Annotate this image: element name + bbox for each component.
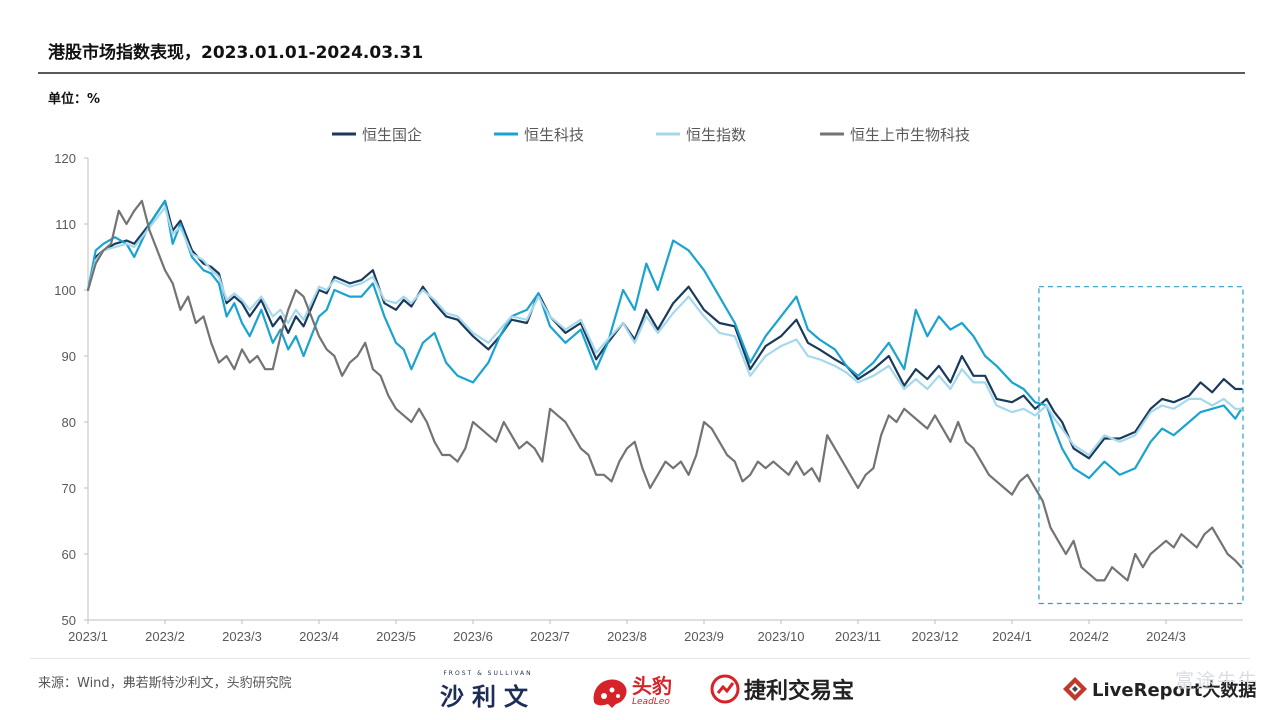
x-tick-label: 2024/2 <box>1069 629 1109 644</box>
y-tick-label: 70 <box>62 481 76 496</box>
source-note: 来源：Wind，弗若斯特沙利文，头豹研究院 <box>38 676 292 691</box>
leadleo-en: LeadLeo <box>632 697 670 707</box>
jieli-logo: 捷利交易宝 <box>710 673 854 705</box>
y-tick-label: 80 <box>62 415 76 430</box>
highlight-box <box>1038 286 1244 605</box>
unit-label: 单位：% <box>48 92 101 107</box>
x-tick-label: 2023/8 <box>607 629 647 644</box>
legend-label: 恒生指数 <box>686 126 746 144</box>
legend-label: 恒生国企 <box>362 126 422 144</box>
x-tick-label: 2023/6 <box>453 629 493 644</box>
x-tick-label: 2024/1 <box>992 629 1032 644</box>
legend-label: 恒生科技 <box>524 126 584 144</box>
x-tick-label: 2024/3 <box>1146 629 1186 644</box>
frost-sullivan-cn: 沙利文 <box>440 682 536 711</box>
x-tick-label: 2023/12 <box>912 629 959 644</box>
frost-sullivan-logo: FROST & SULLIVAN 沙利文 <box>440 670 536 712</box>
livereport-text: LiveReport大数据 <box>1092 676 1256 702</box>
leopard-icon <box>593 679 627 708</box>
x-tick-label: 2023/10 <box>758 629 805 644</box>
livereport-en: LiveReport <box>1092 680 1203 701</box>
x-tick-label: 2023/3 <box>222 629 262 644</box>
leadleo-logo: 头豹 LeadLeo <box>590 672 672 710</box>
y-tick-label: 50 <box>62 613 76 628</box>
x-tick-label: 2023/7 <box>530 629 570 644</box>
series-line <box>86 206 1243 457</box>
jieli-cn: 捷利交易宝 <box>744 679 855 704</box>
x-tick-label: 2023/2 <box>145 629 185 644</box>
footer-divider <box>30 658 1250 659</box>
y-tick-label: 120 <box>54 151 76 166</box>
livereport-cn: 大数据 <box>1202 680 1257 701</box>
y-tick-label: 100 <box>54 283 76 298</box>
legend-label: 恒生上市生物科技 <box>850 126 970 144</box>
leadleo-cn: 头豹 <box>632 674 672 698</box>
series-line <box>86 199 1243 460</box>
livereport-logo: LiveReport大数据 <box>1062 676 1256 702</box>
chart-title: 港股市场指数表现，2023.01.01-2024.03.31 <box>48 43 424 63</box>
x-tick-label: 2023/5 <box>376 629 416 644</box>
futu-watermark: 富途牛牛 <box>1175 670 1260 692</box>
jieli-mark-icon <box>710 674 740 704</box>
series-line <box>86 199 1243 480</box>
title-divider <box>38 72 1245 74</box>
x-tick-label: 2023/9 <box>684 629 724 644</box>
x-tick-label: 2023/4 <box>299 629 339 644</box>
y-tick-label: 110 <box>55 217 76 232</box>
x-tick-label: 2023/1 <box>68 629 108 644</box>
line-chart: 50 60 70 80 90 100 110 120 2023/1 2023/2 2023/3 202… <box>54 126 1244 644</box>
livereport-mark-icon <box>1063 677 1087 701</box>
frost-sullivan-en: FROST & SULLIVAN <box>443 670 533 677</box>
y-tick-label: 90 <box>62 349 76 364</box>
y-tick-label: 60 <box>62 547 76 562</box>
series-line <box>86 199 1243 582</box>
x-tick-label: 2023/11 <box>835 629 881 644</box>
